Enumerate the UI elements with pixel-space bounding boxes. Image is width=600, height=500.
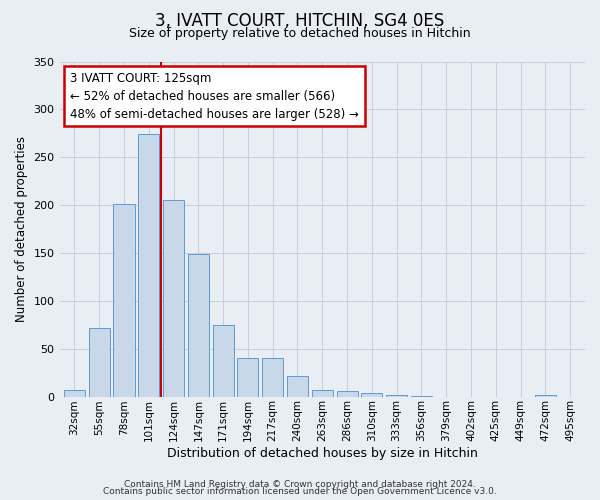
Text: Contains public sector information licensed under the Open Government Licence v3: Contains public sector information licen… [103, 487, 497, 496]
Bar [386, 394, 407, 396]
Bar [361, 392, 382, 396]
Bar [138, 134, 160, 396]
Bar [212, 324, 233, 396]
Text: Size of property relative to detached houses in Hitchin: Size of property relative to detached ho… [129, 28, 471, 40]
Bar [113, 204, 134, 396]
Text: 3 IVATT COURT: 125sqm
← 52% of detached houses are smaller (566)
48% of semi-det: 3 IVATT COURT: 125sqm ← 52% of detached … [70, 72, 359, 120]
Bar [64, 390, 85, 396]
X-axis label: Distribution of detached houses by size in Hitchin: Distribution of detached houses by size … [167, 447, 478, 460]
Text: Contains HM Land Registry data © Crown copyright and database right 2024.: Contains HM Land Registry data © Crown c… [124, 480, 476, 489]
Bar [535, 394, 556, 396]
Text: 3, IVATT COURT, HITCHIN, SG4 0ES: 3, IVATT COURT, HITCHIN, SG4 0ES [155, 12, 445, 30]
Bar [163, 200, 184, 396]
Bar [312, 390, 333, 396]
Y-axis label: Number of detached properties: Number of detached properties [15, 136, 28, 322]
Bar [337, 391, 358, 396]
Bar [262, 358, 283, 397]
Bar [238, 358, 259, 397]
Bar [287, 376, 308, 396]
Bar [188, 254, 209, 396]
Bar [89, 328, 110, 396]
